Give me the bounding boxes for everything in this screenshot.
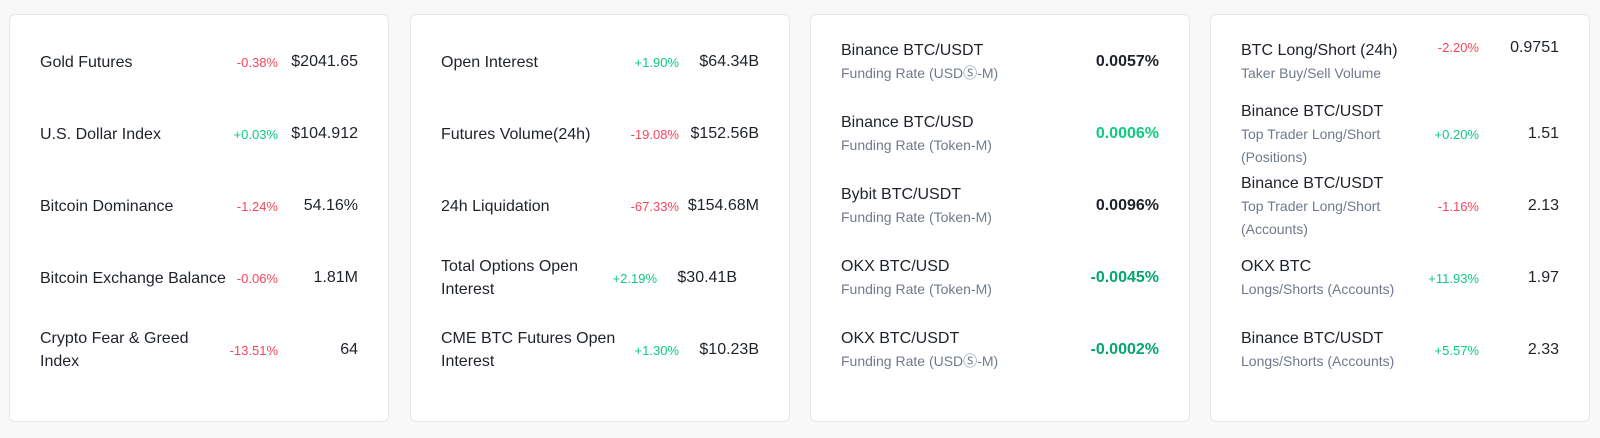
item-value: 64	[340, 341, 358, 358]
item-value: 1.81M	[313, 269, 358, 286]
change-percent: -1.24%	[236, 198, 278, 214]
item-subtitle: Longs/Shorts (Accounts)	[1241, 353, 1395, 369]
funding-rate-value: -0.0045%	[1090, 269, 1160, 286]
item-title: U.S. Dollar Index	[40, 125, 161, 143]
item-subtitle: Funding Rate (USDⓈ-M)	[841, 65, 999, 81]
item-subtitle: Funding Rate (Token-M)	[841, 281, 992, 297]
market-indicators-card: Gold Futures -0.38% $2041.65 U.S. Dollar…	[9, 14, 389, 422]
list-item[interactable]: U.S. Dollar Index +0.03% $104.912	[40, 98, 358, 170]
list-item[interactable]: Futures Volume(24h) -19.08% $152.56B	[441, 98, 759, 170]
item-title: Futures Volume(24h)	[441, 125, 591, 143]
item-title: Bitcoin Dominance	[40, 197, 174, 215]
item-title: Binance BTC/USDT	[1241, 102, 1384, 120]
list-item[interactable]: Binance BTC/USDT Longs/Shorts (Accounts)…	[1241, 314, 1559, 386]
list-item[interactable]: Open Interest +1.90% $64.34B	[441, 26, 759, 98]
list-item[interactable]: Bitcoin Exchange Balance -0.06% 1.81M	[40, 242, 358, 314]
item-title: 24h Liquidation	[441, 197, 550, 215]
list-item[interactable]: Crypto Fear & Greed Index -13.51% 64	[40, 314, 358, 386]
change-percent: -1.16%	[1437, 198, 1479, 214]
derivatives-overview-card: Open Interest +1.90% $64.34B Futures Vol…	[410, 14, 790, 422]
item-value: 1.51	[1527, 125, 1559, 142]
item-value: 2.13	[1527, 197, 1559, 214]
item-value: $64.34B	[699, 53, 759, 70]
item-title: Binance BTC/USD	[841, 114, 974, 131]
item-value: $10.23B	[699, 341, 759, 358]
item-value: $2041.65	[291, 53, 358, 70]
item-title: CME BTC Futures Open Interest	[441, 330, 616, 370]
list-item[interactable]: Binance BTC/USDT Top Trader Long/Short (…	[1241, 98, 1559, 170]
change-percent: +0.03%	[233, 126, 278, 142]
item-subtitle: Top Trader Long/Short (Positions)	[1241, 125, 1381, 165]
funding-rate-value: -0.0002%	[1090, 341, 1160, 358]
item-title: Binance BTC/USDT	[841, 42, 984, 59]
funding-rate-value: 0.0006%	[1095, 125, 1159, 142]
list-item[interactable]: OKX BTC/USD Funding Rate (Token-M) -0.00…	[841, 242, 1159, 314]
change-percent: +1.30%	[634, 342, 679, 358]
funding-rate-value: 0.0096%	[1095, 197, 1159, 214]
list-item[interactable]: OKX BTC Longs/Shorts (Accounts) +11.93% …	[1241, 242, 1559, 314]
item-value: 54.16%	[303, 197, 358, 214]
item-title: Crypto Fear & Greed Index	[40, 330, 189, 370]
list-item[interactable]: Bitcoin Dominance -1.24% 54.16%	[40, 170, 358, 242]
item-title: BTC Long/Short (24h)	[1241, 42, 1398, 59]
long-short-ratio-card: BTC Long/Short (24h) Taker Buy/Sell Volu…	[1210, 14, 1590, 422]
funding-rates-card: Binance BTC/USDT Funding Rate (USDⓈ-M) 0…	[810, 14, 1190, 422]
item-value: $152.56B	[690, 125, 759, 142]
item-title: OKX BTC/USD	[841, 258, 950, 275]
item-subtitle: Funding Rate (USDⓈ-M)	[841, 353, 999, 369]
list-item[interactable]: CME BTC Futures Open Interest +1.30% $10…	[441, 314, 759, 386]
change-percent: -19.08%	[630, 126, 679, 142]
change-percent: -67.33%	[630, 198, 679, 214]
item-subtitle: Taker Buy/Sell Volume	[1241, 65, 1382, 81]
list-item[interactable]: OKX BTC/USDT Funding Rate (USDⓈ-M) -0.00…	[841, 314, 1159, 386]
list-item[interactable]: Gold Futures -0.38% $2041.65	[40, 26, 358, 98]
item-value: 2.33	[1527, 341, 1559, 358]
item-title: OKX BTC	[1241, 258, 1312, 275]
change-percent: +5.57%	[1434, 342, 1479, 358]
change-percent: -0.06%	[236, 270, 278, 286]
change-percent: -2.20%	[1437, 40, 1479, 55]
item-value: 1.97	[1527, 269, 1559, 286]
change-percent: +1.90%	[634, 54, 679, 70]
list-item[interactable]: Bybit BTC/USDT Funding Rate (Token-M) 0.…	[841, 170, 1159, 242]
list-item[interactable]: 24h Liquidation -67.33% $154.68M	[441, 170, 759, 242]
item-title: Bitcoin Exchange Balance	[40, 269, 226, 287]
list-item[interactable]: Binance BTC/USDT Funding Rate (USDⓈ-M) 0…	[841, 26, 1159, 98]
item-title: Gold Futures	[40, 53, 133, 71]
item-title: Total Options Open Interest	[441, 258, 578, 298]
list-item[interactable]: BTC Long/Short (24h) Taker Buy/Sell Volu…	[1241, 26, 1559, 98]
change-percent: +11.93%	[1428, 270, 1479, 286]
item-subtitle: Longs/Shorts (Accounts)	[1241, 281, 1395, 297]
item-value: 0.9751	[1510, 39, 1559, 56]
item-title: Binance BTC/USDT	[1241, 330, 1384, 347]
change-percent: -0.38%	[236, 54, 278, 70]
item-title: OKX BTC/USDT	[841, 330, 960, 347]
item-value: $30.41B	[677, 269, 737, 286]
change-percent: +0.20%	[1434, 126, 1479, 142]
item-subtitle: Funding Rate (Token-M)	[841, 137, 992, 153]
list-item[interactable]: Binance BTC/USD Funding Rate (Token-M) 0…	[841, 98, 1159, 170]
item-value: $104.912	[291, 125, 358, 142]
item-title: Bybit BTC/USDT	[841, 186, 962, 203]
change-percent: +2.19%	[612, 270, 657, 286]
item-title: Binance BTC/USDT	[1241, 174, 1384, 192]
item-title: Open Interest	[441, 53, 538, 71]
item-subtitle: Funding Rate (Token-M)	[841, 209, 992, 225]
list-item[interactable]: Binance BTC/USDT Top Trader Long/Short (…	[1241, 170, 1559, 242]
item-subtitle: Top Trader Long/Short (Accounts)	[1241, 197, 1381, 237]
list-item[interactable]: Total Options Open Interest +2.19% $30.4…	[441, 242, 759, 314]
item-value: $154.68M	[687, 197, 759, 214]
funding-rate-value: 0.0057%	[1095, 53, 1159, 70]
change-percent: -13.51%	[229, 342, 278, 358]
